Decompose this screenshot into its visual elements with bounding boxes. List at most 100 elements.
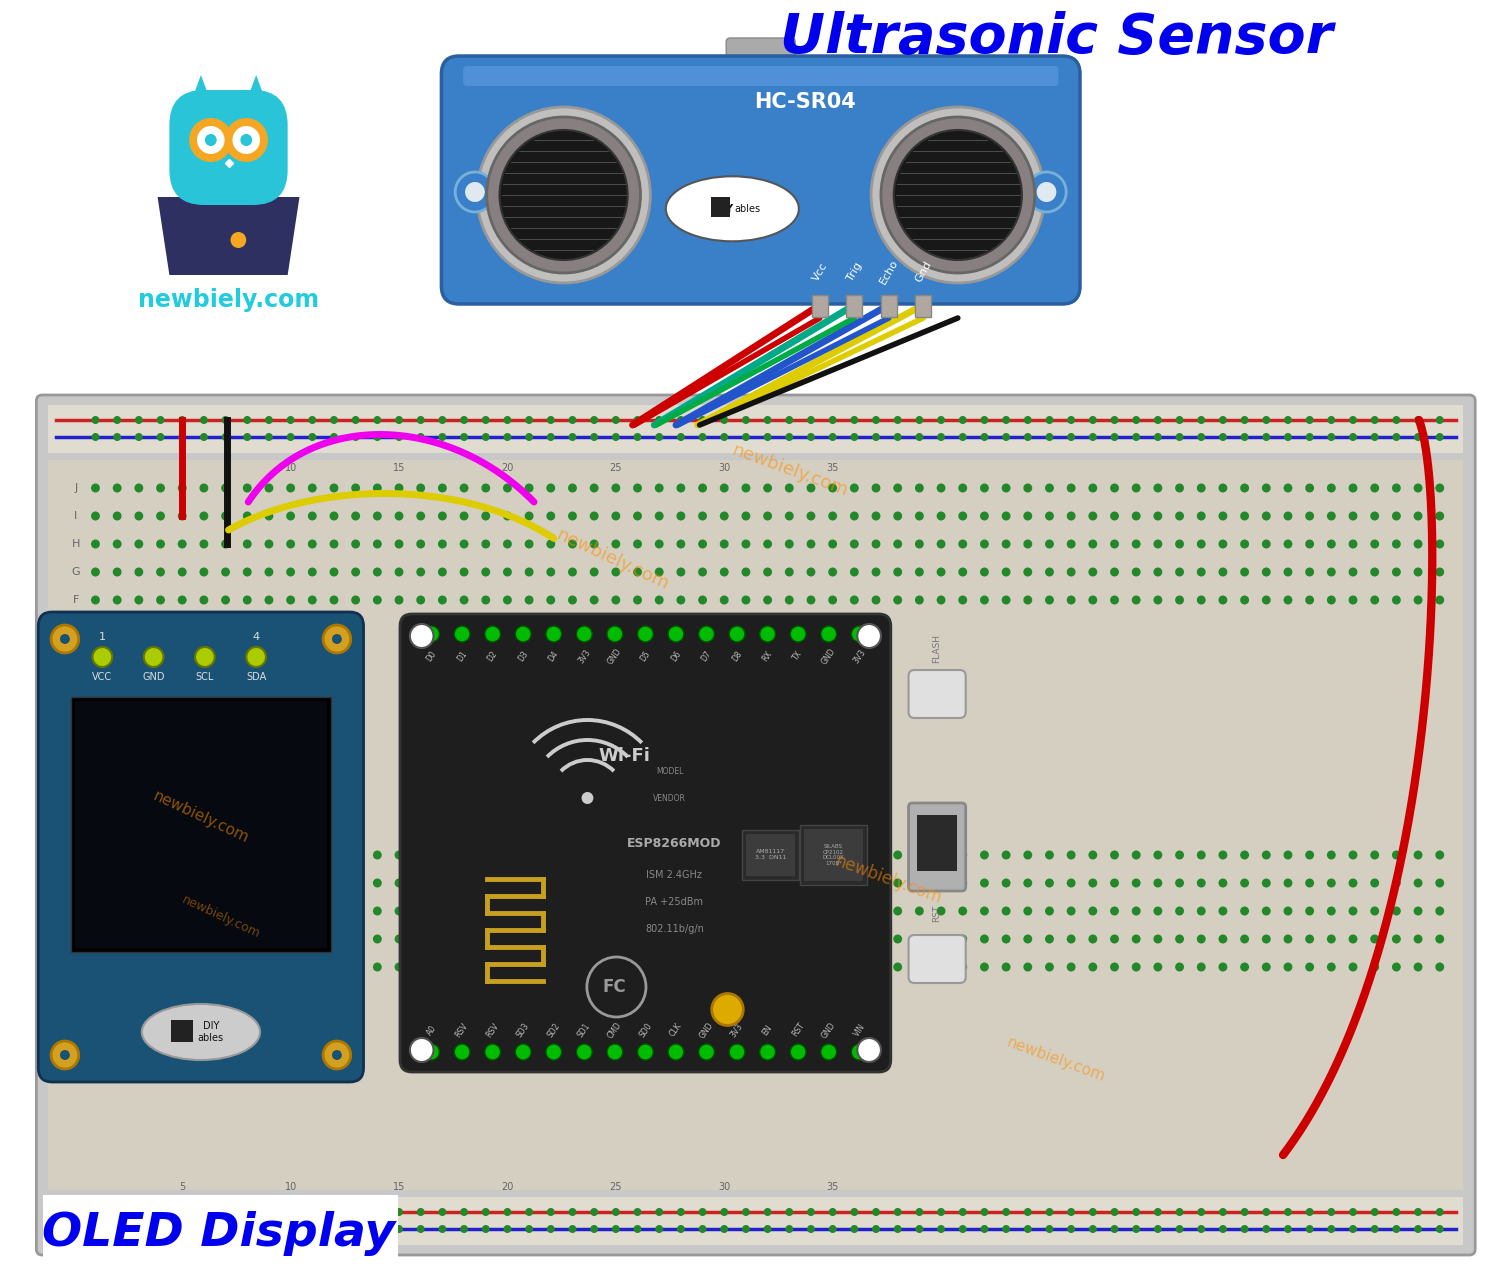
Circle shape — [790, 1044, 806, 1060]
Circle shape — [438, 963, 447, 972]
Circle shape — [676, 483, 685, 492]
Circle shape — [1153, 596, 1162, 605]
Text: GND: GND — [606, 646, 623, 665]
Circle shape — [915, 906, 924, 915]
Circle shape — [1110, 512, 1119, 520]
Circle shape — [1219, 415, 1226, 424]
Circle shape — [1219, 935, 1228, 944]
Circle shape — [1219, 596, 1228, 605]
Circle shape — [894, 512, 901, 520]
Circle shape — [177, 596, 186, 605]
Circle shape — [1067, 596, 1076, 605]
Circle shape — [524, 850, 533, 859]
Bar — [915, 295, 931, 317]
Text: newbiely.com: newbiely.com — [150, 788, 252, 846]
Circle shape — [1024, 1226, 1031, 1233]
Circle shape — [590, 415, 597, 424]
Text: RX: RX — [761, 649, 775, 663]
Circle shape — [459, 596, 468, 605]
Circle shape — [504, 878, 513, 887]
Circle shape — [958, 1226, 967, 1233]
Circle shape — [1305, 1208, 1314, 1217]
Circle shape — [113, 878, 122, 887]
Circle shape — [1176, 415, 1183, 424]
Circle shape — [699, 1044, 714, 1060]
Circle shape — [633, 906, 642, 915]
Circle shape — [1176, 483, 1185, 492]
Text: D6: D6 — [669, 649, 682, 663]
Circle shape — [200, 963, 209, 972]
Circle shape — [1348, 433, 1357, 441]
Bar — [711, 197, 730, 217]
Circle shape — [438, 596, 447, 605]
Circle shape — [1240, 878, 1249, 887]
Circle shape — [676, 1226, 685, 1233]
Circle shape — [329, 906, 338, 915]
Circle shape — [1132, 512, 1141, 520]
Circle shape — [568, 850, 577, 859]
Text: F: F — [73, 595, 79, 605]
Circle shape — [937, 568, 946, 577]
Text: SD1: SD1 — [577, 1022, 593, 1038]
Circle shape — [1435, 540, 1444, 549]
Text: CLK: CLK — [668, 1022, 684, 1038]
Circle shape — [1305, 963, 1314, 972]
Circle shape — [1110, 483, 1119, 492]
Circle shape — [1393, 1226, 1401, 1233]
Circle shape — [1240, 963, 1249, 972]
Circle shape — [720, 1208, 729, 1217]
Text: 10: 10 — [285, 463, 297, 473]
Circle shape — [894, 415, 901, 424]
Circle shape — [1132, 568, 1141, 577]
Circle shape — [1219, 1208, 1226, 1217]
Circle shape — [806, 596, 815, 605]
Circle shape — [742, 850, 751, 859]
Circle shape — [265, 415, 273, 424]
Text: D3: D3 — [517, 649, 530, 663]
Circle shape — [1328, 415, 1335, 424]
Circle shape — [156, 512, 165, 520]
Circle shape — [136, 1208, 143, 1217]
Bar — [609, 626, 620, 642]
Text: newbiely.com: newbiely.com — [139, 288, 319, 312]
Circle shape — [329, 483, 338, 492]
Circle shape — [372, 483, 381, 492]
Circle shape — [481, 906, 490, 915]
Circle shape — [1153, 850, 1162, 859]
Circle shape — [286, 878, 295, 887]
Circle shape — [612, 1226, 620, 1233]
Circle shape — [1371, 433, 1378, 441]
Circle shape — [113, 596, 122, 605]
Circle shape — [638, 626, 653, 642]
Circle shape — [742, 1226, 749, 1233]
Circle shape — [156, 850, 165, 859]
Circle shape — [113, 906, 122, 915]
Circle shape — [329, 963, 338, 972]
Circle shape — [1067, 1208, 1076, 1217]
Circle shape — [200, 540, 209, 549]
Circle shape — [286, 483, 295, 492]
Circle shape — [221, 906, 229, 915]
Circle shape — [243, 596, 252, 605]
Circle shape — [785, 1226, 793, 1233]
Circle shape — [286, 433, 295, 441]
Circle shape — [894, 1208, 901, 1217]
Circle shape — [1371, 512, 1380, 520]
Circle shape — [590, 540, 599, 549]
Circle shape — [177, 935, 186, 944]
Circle shape — [1219, 1226, 1226, 1233]
Circle shape — [200, 568, 209, 577]
Text: RSV: RSV — [454, 1022, 471, 1038]
Circle shape — [1328, 1208, 1335, 1217]
Circle shape — [606, 626, 623, 642]
Circle shape — [265, 540, 273, 549]
Circle shape — [416, 596, 425, 605]
Circle shape — [460, 415, 468, 424]
Circle shape — [547, 483, 556, 492]
Circle shape — [785, 415, 793, 424]
Circle shape — [504, 512, 513, 520]
Circle shape — [177, 850, 186, 859]
Text: RST: RST — [790, 1022, 806, 1038]
Circle shape — [1414, 596, 1423, 605]
Text: 1: 1 — [98, 632, 106, 642]
